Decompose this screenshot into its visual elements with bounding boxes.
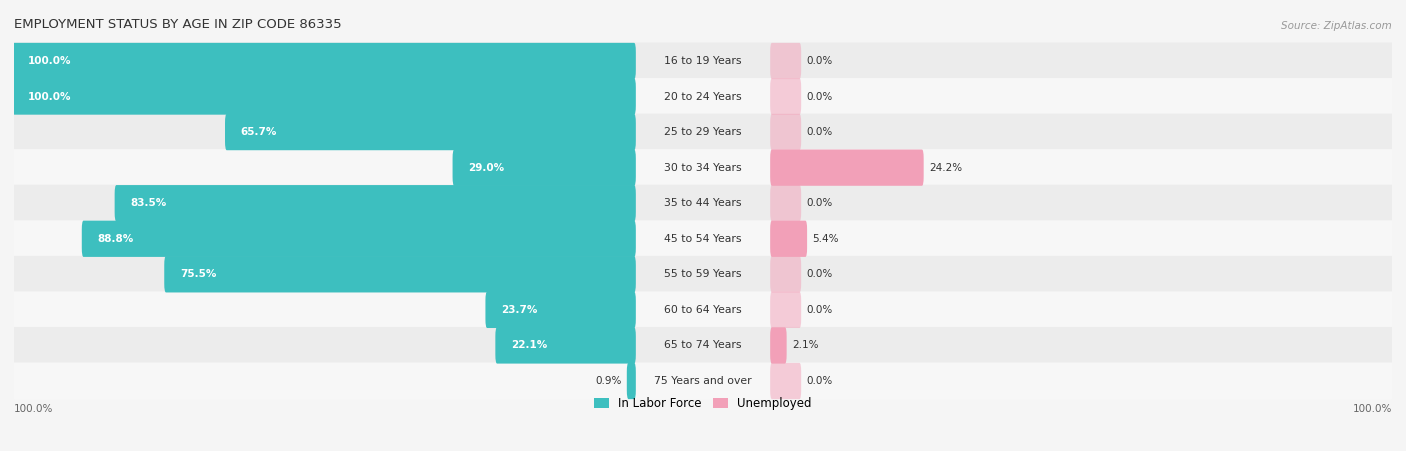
Text: 0.0%: 0.0% xyxy=(807,376,832,386)
FancyBboxPatch shape xyxy=(14,42,1392,79)
Text: 65.7%: 65.7% xyxy=(240,127,277,137)
FancyBboxPatch shape xyxy=(770,363,801,399)
Legend: In Labor Force, Unemployed: In Labor Force, Unemployed xyxy=(589,392,817,415)
FancyBboxPatch shape xyxy=(13,78,636,115)
FancyBboxPatch shape xyxy=(115,185,636,221)
FancyBboxPatch shape xyxy=(770,185,801,221)
FancyBboxPatch shape xyxy=(770,114,801,150)
FancyBboxPatch shape xyxy=(485,292,636,328)
Text: 0.0%: 0.0% xyxy=(807,305,832,315)
FancyBboxPatch shape xyxy=(14,327,1392,364)
FancyBboxPatch shape xyxy=(14,114,1392,151)
FancyBboxPatch shape xyxy=(14,220,1392,257)
FancyBboxPatch shape xyxy=(627,363,636,399)
FancyBboxPatch shape xyxy=(453,150,636,186)
Text: 23.7%: 23.7% xyxy=(501,305,537,315)
Text: 24.2%: 24.2% xyxy=(929,163,962,173)
FancyBboxPatch shape xyxy=(770,292,801,328)
FancyBboxPatch shape xyxy=(770,256,801,292)
Text: 30 to 34 Years: 30 to 34 Years xyxy=(664,163,742,173)
Text: 2.1%: 2.1% xyxy=(792,341,818,350)
Text: 75 Years and over: 75 Years and over xyxy=(654,376,752,386)
Text: 100.0%: 100.0% xyxy=(1353,404,1392,414)
Text: 55 to 59 Years: 55 to 59 Years xyxy=(664,269,742,279)
Text: 35 to 44 Years: 35 to 44 Years xyxy=(664,198,742,208)
FancyBboxPatch shape xyxy=(14,363,1392,400)
Text: 100.0%: 100.0% xyxy=(28,92,72,101)
Text: 29.0%: 29.0% xyxy=(468,163,505,173)
FancyBboxPatch shape xyxy=(225,114,636,150)
Text: 0.0%: 0.0% xyxy=(807,92,832,101)
Text: 100.0%: 100.0% xyxy=(28,56,72,66)
FancyBboxPatch shape xyxy=(13,43,636,79)
Text: 45 to 54 Years: 45 to 54 Years xyxy=(664,234,742,244)
Text: 100.0%: 100.0% xyxy=(14,404,53,414)
Text: 16 to 19 Years: 16 to 19 Years xyxy=(664,56,742,66)
Text: 0.0%: 0.0% xyxy=(807,56,832,66)
FancyBboxPatch shape xyxy=(770,221,807,257)
Text: 75.5%: 75.5% xyxy=(180,269,217,279)
Text: EMPLOYMENT STATUS BY AGE IN ZIP CODE 86335: EMPLOYMENT STATUS BY AGE IN ZIP CODE 863… xyxy=(14,18,342,31)
Text: 25 to 29 Years: 25 to 29 Years xyxy=(664,127,742,137)
FancyBboxPatch shape xyxy=(14,291,1392,328)
FancyBboxPatch shape xyxy=(14,149,1392,186)
Text: 20 to 24 Years: 20 to 24 Years xyxy=(664,92,742,101)
Text: 0.0%: 0.0% xyxy=(807,127,832,137)
Text: 83.5%: 83.5% xyxy=(131,198,166,208)
Text: 88.8%: 88.8% xyxy=(97,234,134,244)
FancyBboxPatch shape xyxy=(770,78,801,115)
FancyBboxPatch shape xyxy=(495,327,636,364)
FancyBboxPatch shape xyxy=(82,221,636,257)
Text: 22.1%: 22.1% xyxy=(510,341,547,350)
FancyBboxPatch shape xyxy=(14,78,1392,115)
FancyBboxPatch shape xyxy=(14,185,1392,222)
FancyBboxPatch shape xyxy=(770,150,924,186)
Text: 60 to 64 Years: 60 to 64 Years xyxy=(664,305,742,315)
Text: 0.9%: 0.9% xyxy=(595,376,621,386)
FancyBboxPatch shape xyxy=(165,256,636,292)
Text: 0.0%: 0.0% xyxy=(807,269,832,279)
Text: 0.0%: 0.0% xyxy=(807,198,832,208)
FancyBboxPatch shape xyxy=(770,43,801,79)
Text: Source: ZipAtlas.com: Source: ZipAtlas.com xyxy=(1281,21,1392,31)
Text: 65 to 74 Years: 65 to 74 Years xyxy=(664,341,742,350)
FancyBboxPatch shape xyxy=(14,256,1392,293)
Text: 5.4%: 5.4% xyxy=(813,234,839,244)
FancyBboxPatch shape xyxy=(770,327,786,364)
